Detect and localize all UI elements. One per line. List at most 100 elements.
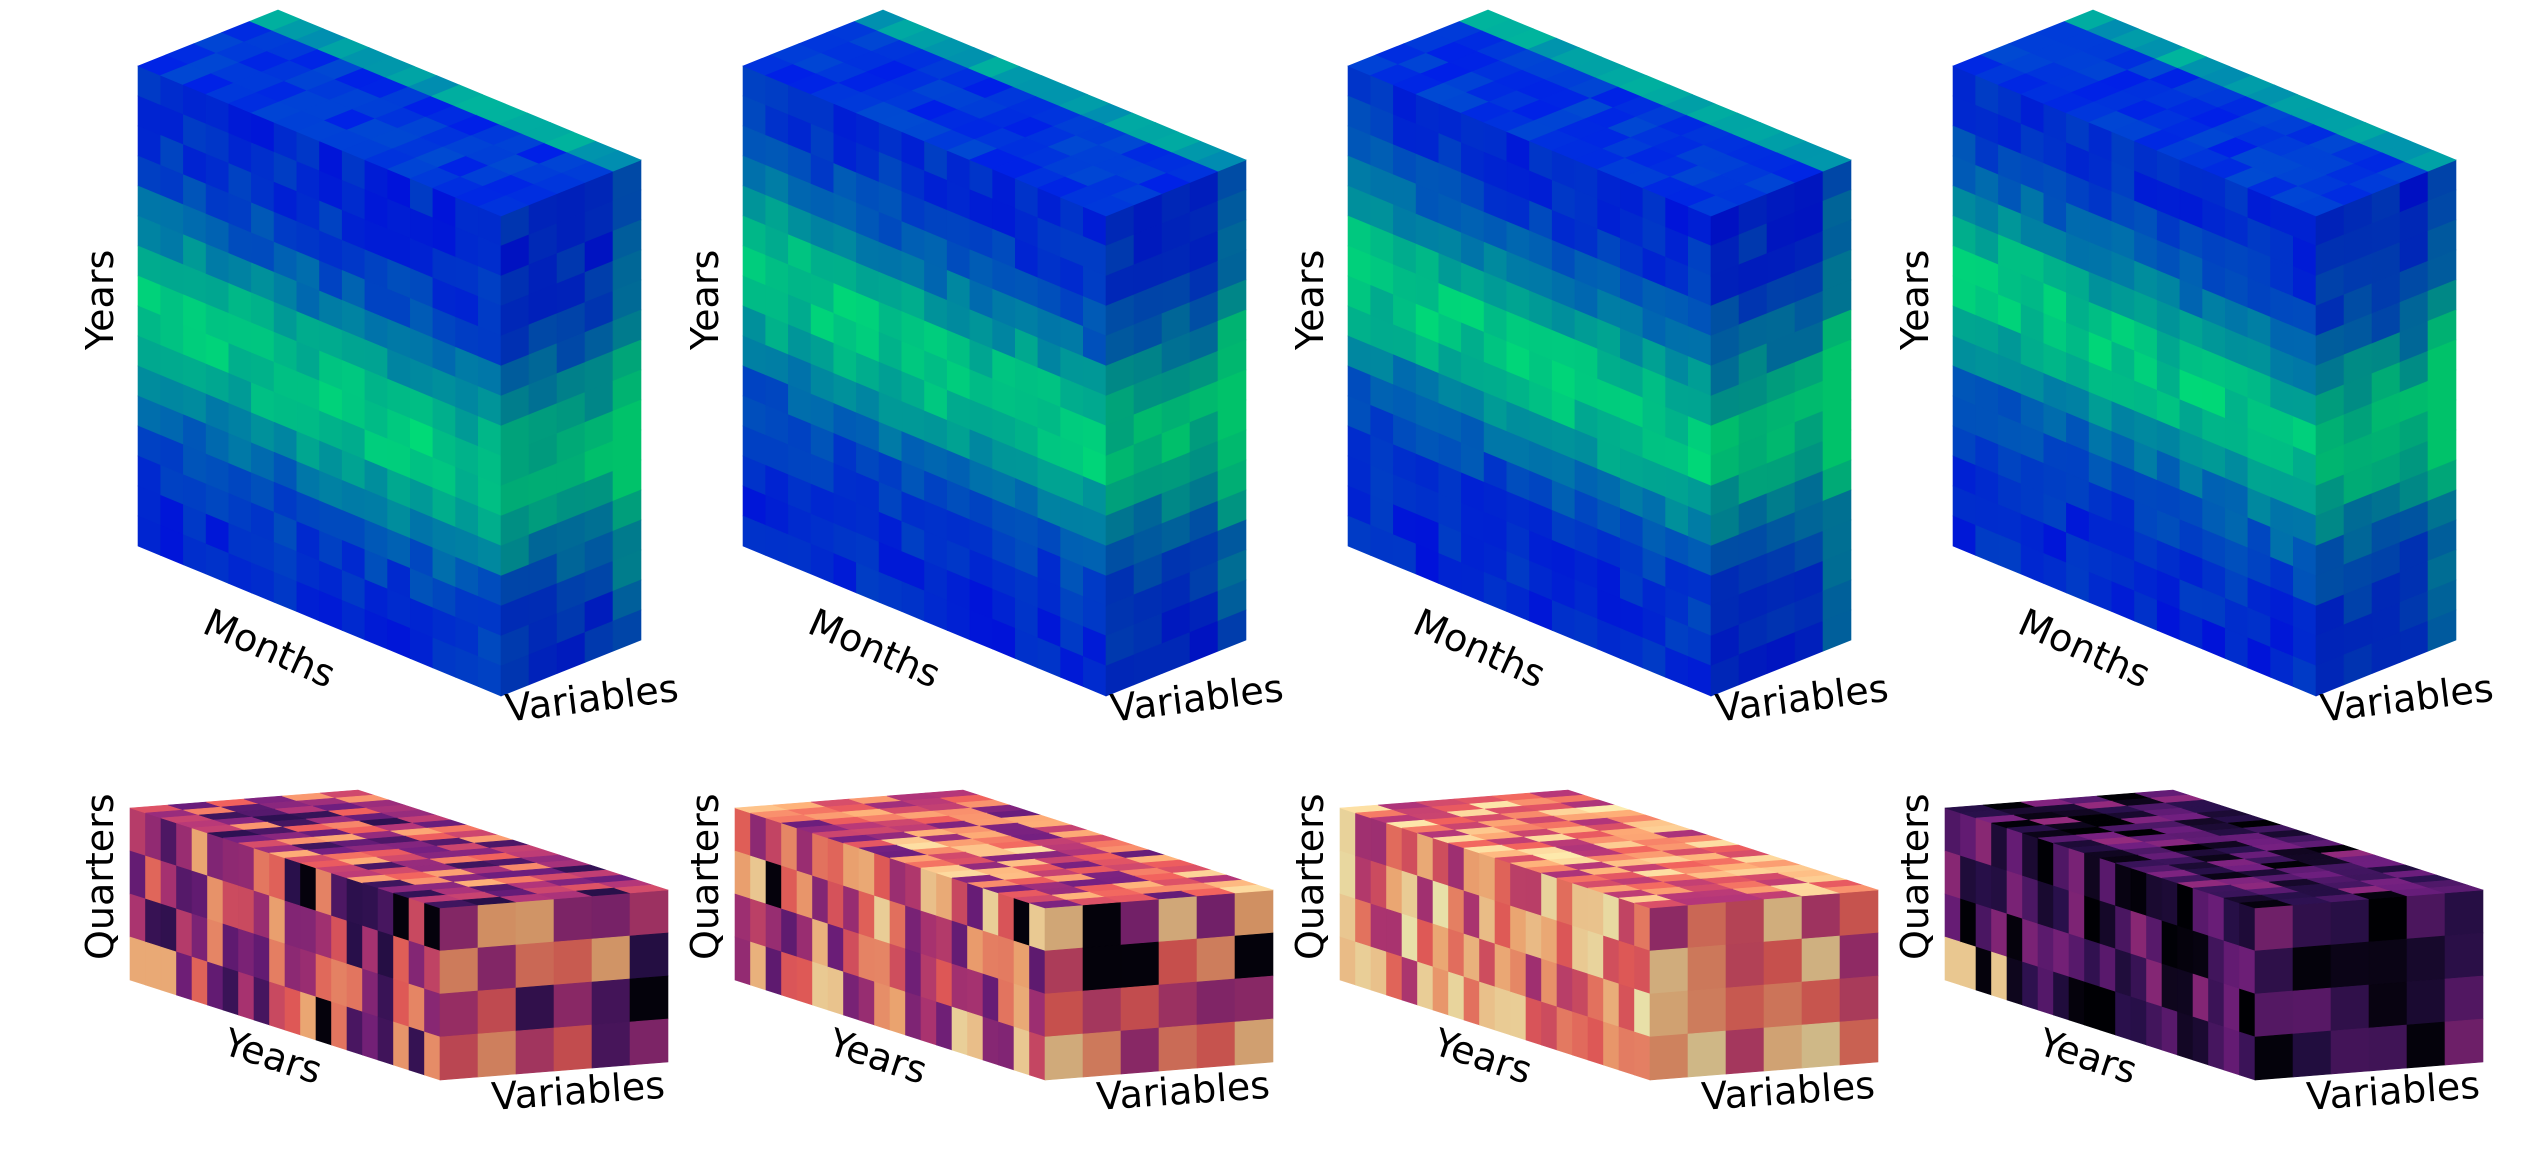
quarterly-cube-4-left-cell — [2006, 870, 2023, 920]
quarterly-cube-1-front-cell — [515, 1027, 555, 1075]
quarterly-cube-2-top-cell — [1219, 884, 1274, 894]
quarterly-cube-4-left-cell — [2177, 1011, 2194, 1061]
quarterly-cube-2-left-cell — [874, 895, 891, 945]
quarterly-cube-3-left-cell — [1417, 918, 1434, 968]
quarterly-cube-4-left-cell — [2239, 988, 2256, 1038]
quarterly-cube-3-left-cell — [1587, 973, 1604, 1023]
quarterly-cube-1-left-cell — [362, 925, 379, 975]
quarterly-cube-3-left-cell — [1401, 827, 1418, 877]
quarterly-cube-2-left-cell — [1013, 940, 1030, 990]
label-quarters-4: Quarters — [1893, 793, 1937, 960]
quarterly-cube-3-left-cell — [1494, 986, 1511, 1036]
quarterly-cube-4-left-cell — [2037, 966, 2054, 1016]
label-years-3: Years — [1288, 249, 1332, 350]
quarterly-cube-3-front-cell — [1763, 938, 1803, 986]
quarterly-cube-4-left-cell — [1944, 850, 1961, 900]
quarterly-cube-3-front-cell — [1687, 987, 1727, 1035]
monthly-cube-4-top-cell — [2404, 150, 2457, 172]
quarterly-cube-1-left-cell — [145, 898, 162, 948]
quarterly-cube-3-left-cell — [1448, 885, 1465, 935]
quarterly-cube-1-left-cell — [424, 945, 441, 995]
quarterly-cube-3-left-cell — [1448, 971, 1465, 1021]
quarterly-cube-3-left-cell — [1463, 976, 1480, 1026]
quarterly-cube-4-front-cell — [2406, 1021, 2446, 1069]
quarterly-cube-1-front-cell — [439, 990, 479, 1038]
quarterly-cube-1-left-cell — [331, 958, 348, 1008]
quarterly-cube-3-front-cell — [1763, 981, 1803, 1029]
quarterly-cube-2-left-cell — [889, 900, 906, 950]
quarterly-cube-1-left-cell — [377, 973, 394, 1023]
quarterly-cube-1-left-cell — [176, 908, 193, 958]
quarterly-cube-4-front-cell — [2444, 932, 2484, 980]
quarterly-cube-2-left-cell — [858, 847, 875, 897]
quarterly-cube-4-left-cell — [2022, 832, 2039, 882]
quarterly-cube-1-left-cell — [145, 812, 162, 862]
quarterly-cube-4-front-cell — [2330, 898, 2370, 946]
quarterly-cube-1-front-cell — [477, 901, 517, 949]
quarterly-cube-2-left-cell — [750, 941, 767, 991]
quarterly-cube-1-left-cell — [393, 978, 410, 1028]
quarterly-cube-3-left-cell — [1634, 988, 1651, 1038]
quarterly-cube-2-left-cell — [858, 890, 875, 940]
quarterly-cube-2-left-cell — [858, 933, 875, 983]
label-years-4: Years — [1893, 249, 1937, 350]
quarterly-cube-3-left-cell — [1603, 892, 1620, 942]
quarterly-cube-4-left-cell — [2161, 920, 2178, 970]
quarterly-cube-4-front-cell — [2368, 1024, 2408, 1072]
quarterly-cube-1-left-cell — [207, 875, 224, 925]
quarterly-cube-2-left-cell — [967, 925, 984, 975]
quarterly-cube-4-left-cell — [2053, 971, 2070, 1021]
quarterly-cube-2-left-cell — [781, 951, 798, 1001]
quarterly-cube-4-left-cell — [2084, 981, 2101, 1031]
quarterly-cube-2-left-cell — [982, 887, 999, 937]
quarterly-cube-3-left-cell — [1432, 966, 1449, 1016]
quarterly-cube-2-front-cell — [1234, 932, 1274, 980]
quarterly-cube-2-left-cell — [920, 910, 937, 960]
quarterly-cube-3-front-cell — [1839, 932, 1879, 980]
quarterly-cube-4-left-cell — [1944, 807, 1961, 857]
quarterly-cube-1-left-cell — [393, 892, 410, 942]
quarterly-cube-1-left-cell — [207, 832, 224, 882]
quarterly-cube-1-left-cell — [269, 852, 286, 902]
quarterly-cube-2-front-cell — [1082, 901, 1122, 949]
quarterly-cube-2-front-cell — [1158, 981, 1198, 1029]
quarterly-cube-3-left-cell — [1510, 905, 1527, 955]
quarterly-cube-4-left-cell — [2130, 996, 2147, 1046]
quarterly-cube-4-front-cell — [2368, 981, 2408, 1029]
quarterly-cube-1-left-cell — [238, 928, 255, 978]
quarterly-cube-2-front-cell — [1044, 1033, 1084, 1081]
quarterly-cube-4-left-cell — [2084, 852, 2101, 902]
quarterly-cube-1-front-cell — [515, 984, 555, 1032]
quarterly-cube-1-left-cell — [253, 890, 270, 940]
quarterly-cube-4-left-cell — [1991, 908, 2008, 958]
quarterly-cube-3-left-cell — [1417, 875, 1434, 925]
quarterly-cube-2-left-cell — [812, 875, 829, 925]
quarterly-cube-2-left-cell — [796, 870, 813, 920]
quarterly-cube-1-front-cell — [591, 935, 631, 983]
quarterly-cube-1-left-cell — [191, 913, 208, 963]
quarterly-cube-1-left-cell — [315, 867, 332, 917]
quarterly-cube-3-left-cell — [1618, 897, 1635, 947]
quarterly-cube-1-left-cell — [408, 940, 425, 990]
quarterly-cube-1-front-cell — [591, 978, 631, 1026]
quarterly-cube-4-left-cell — [2130, 867, 2147, 917]
quarterly-cube-3-front-cell — [1725, 898, 1765, 946]
quarterly-cube-3-left-cell — [1603, 935, 1620, 985]
monthly-cube-4-front-cell — [2427, 609, 2457, 652]
quarterly-cube-1-left-cell — [238, 885, 255, 935]
quarterly-cube-3-left-cell — [1386, 822, 1403, 872]
quarterly-cube-3-left-cell — [1339, 936, 1356, 986]
quarterly-cube-2-left-cell — [982, 930, 999, 980]
quarterly-cube-1-left-cell — [408, 1026, 425, 1076]
quarterly-cube-3-front-cell — [1801, 935, 1841, 983]
quarterly-cube-4-left-cell — [1944, 936, 1961, 986]
quarterly-cube-1-left-cell — [331, 915, 348, 965]
quarterly-cube-4-left-cell — [2223, 1026, 2240, 1076]
quarterly-cube-3-left-cell — [1448, 842, 1465, 892]
quarterly-cube-2-front-cell — [1044, 947, 1084, 995]
quarterly-cube-1-left-cell — [129, 850, 146, 900]
monthly-cube-3-top-cell — [1799, 150, 1852, 172]
quarterly-cube-2-front-cell — [1082, 944, 1122, 992]
quarterly-cube-1-left-cell — [315, 996, 332, 1046]
quarterly-cube-4-front-cell — [2254, 990, 2294, 1038]
